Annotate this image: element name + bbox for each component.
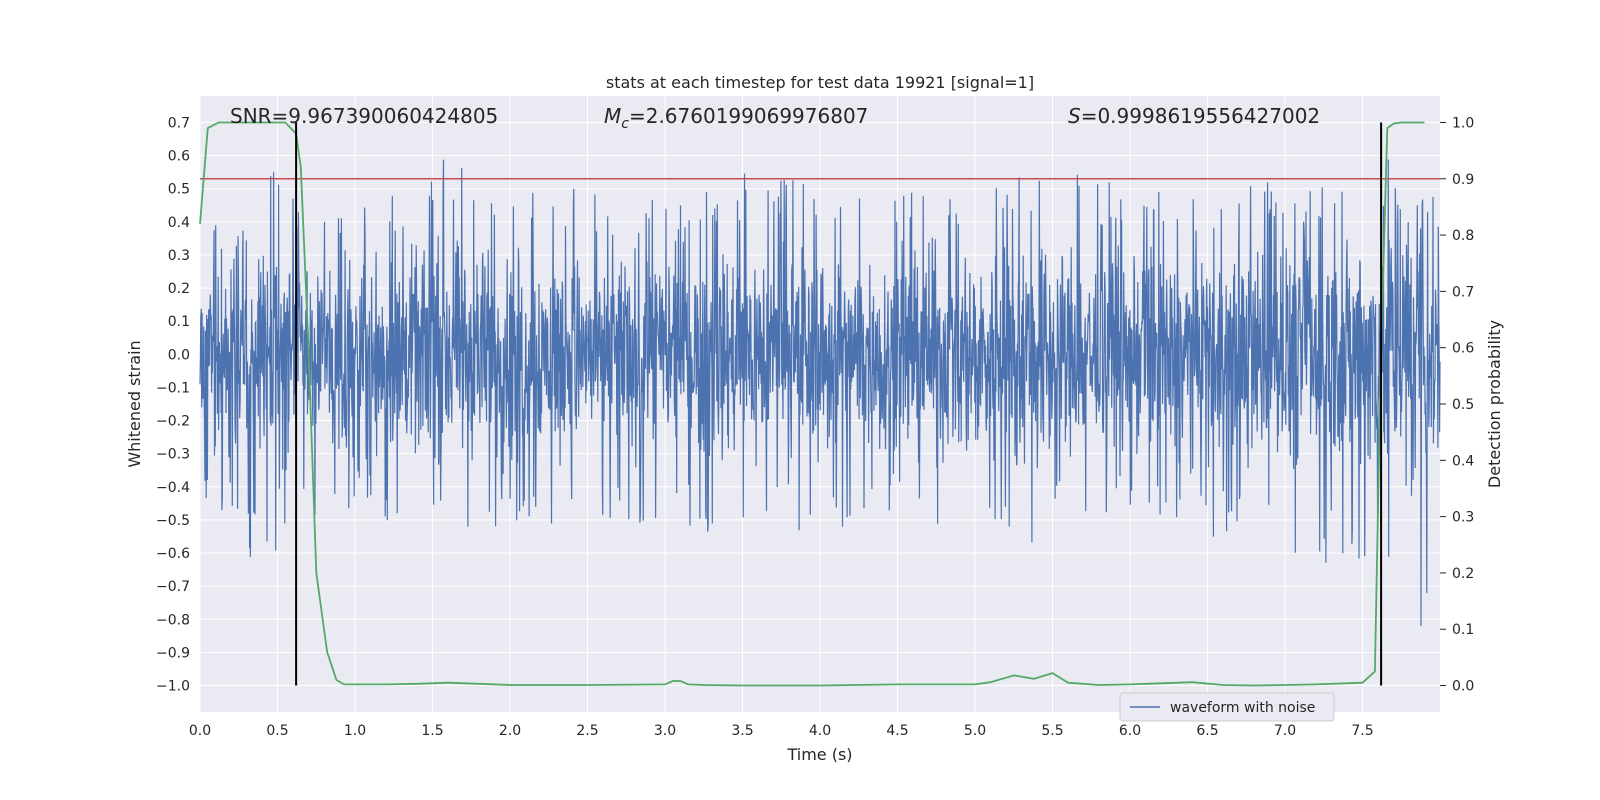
y-tick-label: 0.2 [168,281,190,297]
y-right-tick-label: 0.8 [1452,228,1474,244]
y-right-tick-label: 0.3 [1452,510,1474,526]
y-tick-label: −0.4 [156,480,190,496]
y-tick-label: −0.7 [156,579,190,595]
s-symbol: S [1068,104,1081,128]
y-tick-label: −0.1 [156,380,190,396]
chart-title: stats at each timestep for test data 199… [606,73,1034,92]
x-tick-label: 6.0 [1119,723,1141,739]
chirp-mass-symbol: M [604,104,621,128]
legend-label: waveform with noise [1170,700,1315,716]
y-tick-label: −0.5 [156,513,190,529]
y-right-tick-label: 0.4 [1452,453,1474,469]
y-right-tick-label: 0.7 [1452,284,1474,300]
x-tick-label: 3.0 [654,723,676,739]
x-tick-label: 7.0 [1274,723,1296,739]
y-right-tick-label: 0.0 [1452,679,1474,695]
s-annotation: S=0.9998619556427002 [1068,104,1320,128]
legend: waveform with noise [1119,692,1335,722]
y-tick-label: −0.9 [156,645,190,661]
y-tick-label: −1.0 [156,679,190,695]
y-tick-label: −0.8 [156,612,190,628]
x-tick-label: 4.0 [809,723,831,739]
y-right-tick-label: 0.6 [1452,341,1474,357]
y-axis-label: Whitened strain [125,340,144,467]
chirp-mass-subscript: c [621,116,629,132]
y-right-tick-label: 0.1 [1452,622,1474,638]
x-axis-label: Time (s) [786,745,852,764]
chirp-mass-value: =2.6760199069976807 [629,104,868,128]
y-right-tick-label: 1.0 [1452,115,1474,131]
snr-annotation: SNR=9.967390060424805 [230,104,498,128]
x-tick-label: 2.0 [499,723,521,739]
ticks-layer: 0.0 0.5 1.0 1.5 2.0 2.5 3.0 3.5 4.0 4.5 5.0 5.5 6.0 6… [156,115,1474,739]
y-right-axis-label: Detection probability [1485,320,1504,488]
x-tick-label: 4.5 [886,723,908,739]
y-right-tick-label: 0.5 [1452,397,1474,413]
probability-layer [199,121,1425,687]
y-tick-label: 0.3 [168,248,190,264]
y-tick-label: −0.6 [156,546,190,562]
y-tick-label: 0.6 [168,149,190,165]
x-tick-label: 0.0 [189,723,211,739]
waveform-layer [199,159,1441,627]
y-tick-label: 0.4 [168,215,190,231]
y-right-tick-label: 0.2 [1452,566,1474,582]
s-value: =0.9998619556427002 [1081,104,1320,128]
x-tick-label: 6.5 [1196,723,1218,739]
x-tick-label: 0.5 [266,723,288,739]
x-tick-label: 2.5 [576,723,598,739]
x-tick-label: 5.0 [964,723,986,739]
legend-box [1119,692,1335,722]
y-tick-label: 0.1 [168,314,190,330]
y-tick-label: 0.7 [168,115,190,131]
y-tick-label: 0.0 [168,347,190,363]
y-tick-label: −0.2 [156,414,190,430]
x-tick-label: 5.5 [1041,723,1063,739]
x-tick-label: 7.5 [1351,723,1373,739]
y-tick-label: −0.3 [156,447,190,463]
detection-probability-line [199,121,1425,687]
y-tick-label: 0.5 [168,182,190,198]
waveform-series-line [199,159,1441,627]
x-tick-label: 1.5 [421,723,443,739]
x-tick-label: 1.0 [344,723,366,739]
y-right-tick-label: 0.9 [1452,172,1474,188]
x-tick-label: 3.5 [731,723,753,739]
chirp-mass-annotation: Mc=2.6760199069976807 [604,104,868,132]
event-layer [295,122,1383,686]
